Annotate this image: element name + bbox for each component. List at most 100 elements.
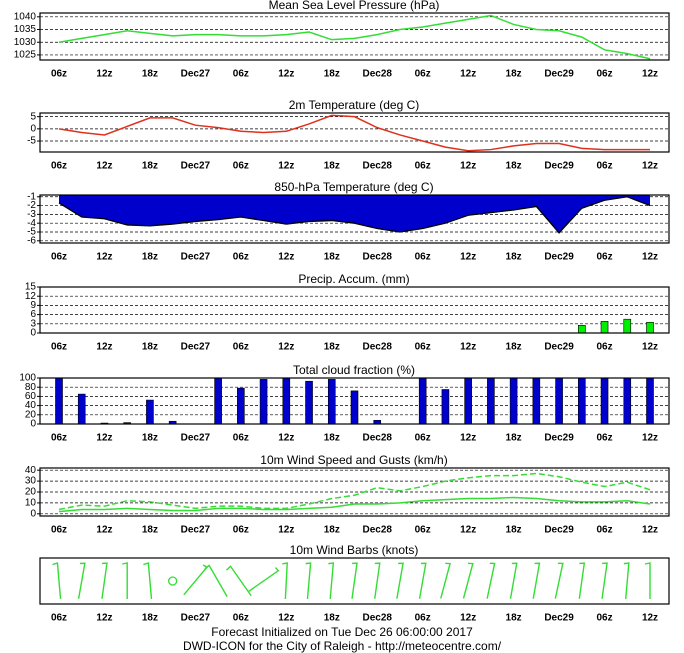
footer-line: DWD-ICON for the City of Raleigh - http:… xyxy=(183,639,502,653)
x-tick-label: 18z xyxy=(506,252,522,263)
x-tick-label: 06z xyxy=(51,252,67,263)
x-tick-label: 18z xyxy=(324,613,340,624)
x-tick-label: 06z xyxy=(415,161,431,172)
x-tick-label: 06z xyxy=(596,252,612,263)
wind-barb xyxy=(418,562,427,599)
x-tick-label: 06z xyxy=(415,252,431,263)
wind-barb xyxy=(204,564,228,597)
x-tick-label: 06z xyxy=(415,69,431,80)
x-tick-label: 06z xyxy=(415,525,431,536)
bar xyxy=(464,377,472,425)
x-tick-label: 12z xyxy=(278,433,294,444)
wind-barb xyxy=(601,562,608,599)
x-tick-label: 06z xyxy=(51,342,67,353)
x-tick-label: 06z xyxy=(51,433,67,444)
plot-frame xyxy=(39,377,670,425)
x-tick-label: Dec28 xyxy=(362,342,392,353)
x-tick-label: 12z xyxy=(278,525,294,536)
x-tick-label: 06z xyxy=(596,161,612,172)
x-tick-label: Dec27 xyxy=(181,525,211,536)
x-tick-label: 18z xyxy=(324,69,340,80)
x-tick-label: 18z xyxy=(506,613,522,624)
wind-barb xyxy=(183,564,209,596)
y-tick-label: 0 xyxy=(30,123,36,134)
x-tick-label: 06z xyxy=(233,69,249,80)
bar xyxy=(237,387,245,425)
x-tick-label: 12z xyxy=(96,342,112,353)
x-tick-label: 18z xyxy=(506,525,522,536)
x-tick-label: 12z xyxy=(278,161,294,172)
y-tick-label: 0 xyxy=(30,419,36,430)
bar xyxy=(305,380,313,425)
wind-barb xyxy=(248,567,280,592)
x-tick-label: 18z xyxy=(142,252,158,263)
area xyxy=(59,195,650,233)
x-tick-label: 12z xyxy=(642,69,658,80)
x-tick-label: Dec29 xyxy=(544,433,574,444)
y-tick-label: 15 xyxy=(25,282,37,293)
x-tick-label: Dec27 xyxy=(181,252,211,263)
wind-barb xyxy=(143,562,153,599)
y-tick-label: 10 xyxy=(25,498,37,509)
x-tick-label: 12z xyxy=(460,252,476,263)
panel-title: Precip. Accum. (mm) xyxy=(298,272,409,286)
x-tick-label: 06z xyxy=(596,342,612,353)
x-tick-label: 18z xyxy=(142,342,158,353)
bar xyxy=(146,399,154,425)
y-tick-label: -3 xyxy=(27,209,36,220)
x-tick-label: 12z xyxy=(96,69,112,80)
bar xyxy=(214,377,222,425)
x-tick-label: Dec28 xyxy=(362,613,392,624)
bar xyxy=(259,379,268,425)
x-tick-label: 06z xyxy=(51,161,67,172)
x-tick-label: 12z xyxy=(460,525,476,536)
bar xyxy=(600,321,609,334)
x-tick-label: Dec27 xyxy=(181,342,211,353)
wind-barb xyxy=(396,562,404,599)
line xyxy=(58,472,651,511)
x-tick-label: 12z xyxy=(642,342,658,353)
x-tick-label: 12z xyxy=(96,161,112,172)
x-tick-label: 06z xyxy=(596,525,612,536)
x-tick-label: 12z xyxy=(278,252,294,263)
calm-circle xyxy=(168,576,178,586)
bar xyxy=(623,377,632,425)
y-tick-label: -6 xyxy=(27,235,36,246)
x-tick-label: Dec29 xyxy=(544,613,574,624)
bar xyxy=(509,377,518,425)
bar xyxy=(327,379,336,425)
y-tick-label: 12 xyxy=(25,291,37,302)
x-tick-label: Dec28 xyxy=(362,525,392,536)
wind-barb xyxy=(52,562,62,599)
y-tick-label: 40 xyxy=(25,400,37,411)
y-tick-label: 1040 xyxy=(14,11,37,22)
x-tick-label: 18z xyxy=(506,342,522,353)
x-tick-label: 12z xyxy=(278,69,294,80)
x-tick-label: Dec27 xyxy=(181,161,211,172)
x-tick-label: Dec29 xyxy=(544,69,574,80)
x-tick-label: 18z xyxy=(324,525,340,536)
panel-title: 10m Wind Speed and Gusts (km/h) xyxy=(260,453,447,467)
bar xyxy=(600,377,609,425)
wind-barb xyxy=(440,562,451,599)
plot-frame xyxy=(39,557,670,605)
x-tick-label: 06z xyxy=(233,161,249,172)
line xyxy=(58,496,651,513)
y-tick-label: 1030 xyxy=(14,37,37,48)
x-tick-label: 12z xyxy=(96,433,112,444)
wind-barb xyxy=(374,562,381,599)
y-tick-label: 0 xyxy=(30,328,36,339)
x-tick-label: Dec28 xyxy=(362,161,392,172)
y-tick-label: 20 xyxy=(25,409,37,420)
wind-barb xyxy=(122,562,128,599)
bar xyxy=(646,321,654,334)
x-tick-label: 06z xyxy=(596,433,612,444)
wind-barb xyxy=(225,565,252,597)
panel-title: Mean Sea Level Pressure (hPa) xyxy=(269,0,440,12)
x-tick-label: Dec28 xyxy=(362,433,392,444)
x-tick-label: 06z xyxy=(51,525,67,536)
y-tick-label: 20 xyxy=(25,487,37,498)
area-edge xyxy=(58,196,651,234)
x-tick-label: Dec29 xyxy=(544,525,574,536)
